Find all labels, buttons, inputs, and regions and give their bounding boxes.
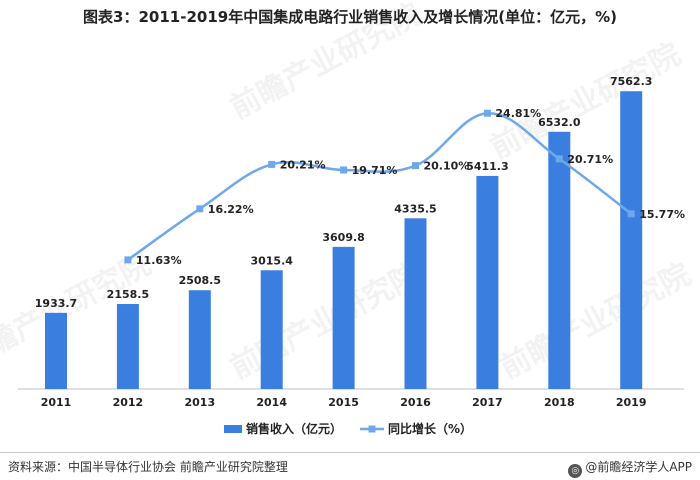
bar-value-label: 3609.8: [322, 231, 364, 244]
x-tick-label: 2012: [113, 396, 144, 409]
source-note: 资料来源：中国半导体行业协会 前瞻产业研究院整理: [8, 460, 288, 474]
x-tick-label: 2015: [328, 396, 359, 409]
legend-line-marker: [368, 425, 376, 433]
chart-title: 图表3：2011-2019年中国集成电路行业销售收入及增长情况(单位：亿元，%): [83, 8, 617, 26]
growth-line: [127, 111, 632, 261]
bar-value-label: 2158.5: [107, 288, 149, 301]
x-tick-label: 2014: [256, 396, 287, 409]
x-axis-tick-labels: 2011 2012 2013 2014 2015 2016 2017 2018 2019: [41, 396, 647, 409]
legend-bar-label: 销售收入（亿元）: [246, 421, 342, 436]
legend-line-label: 同比增长（%）: [388, 421, 472, 436]
bar: [404, 218, 427, 389]
line-value-label: 24.81%: [495, 107, 541, 120]
bar-value-label: 7562.3: [610, 75, 652, 88]
watermark-text: 前瞻产业研究院: [225, 0, 427, 126]
line-marker: [196, 205, 204, 213]
bar-value-label: 4335.5: [394, 202, 436, 215]
line-value-label: 20.10%: [424, 160, 470, 173]
line-value-labels: 11.63% 16.22% 20.21% 19.71% 20.10% 24.81% 20.7…: [136, 107, 685, 267]
line-value-label: 19.71%: [352, 164, 398, 177]
legend: 销售收入（亿元） 同比增长（%）: [224, 421, 472, 436]
bar: [548, 131, 571, 390]
x-tick-label: 2018: [544, 396, 575, 409]
line-value-label: 20.71%: [567, 153, 613, 166]
line-value-label: 11.63%: [136, 254, 182, 267]
line-marker: [412, 162, 419, 170]
bar-value-label: 2508.5: [179, 274, 221, 287]
bar: [620, 91, 643, 389]
bar-value-label: 3015.4: [250, 254, 293, 267]
line-marker: [340, 166, 348, 174]
watermark-text: 前瞻产业研究院: [225, 257, 427, 386]
line-marker: [268, 160, 276, 168]
bar-value-label: 1933.7: [35, 297, 77, 310]
line-marker: [124, 256, 132, 264]
bar: [45, 312, 67, 389]
bar-value-label: 6532.0: [538, 116, 581, 129]
bar-series: [45, 91, 643, 390]
footer-divider: [0, 452, 700, 453]
bar: [260, 270, 283, 389]
brand-logo-icon: ◎: [568, 464, 583, 478]
watermark-text: 前瞻产业研究院: [485, 37, 687, 166]
legend-bar-swatch: [224, 425, 242, 433]
brand-credit: ◎ @前瞻经济学人APP: [568, 458, 692, 478]
bar: [188, 290, 211, 389]
line-marker: [555, 155, 563, 163]
bar: [332, 246, 355, 389]
bar-value-labels: 1933.7 2158.5 2508.5 3015.4 3609.8 4335.5 5411…: [35, 75, 653, 310]
line-marker: [627, 210, 635, 218]
bar: [116, 304, 139, 389]
x-tick-label: 2019: [616, 396, 647, 409]
line-series: [124, 109, 635, 264]
watermark-text: 前瞻产业研究院: [495, 257, 697, 386]
x-tick-label: 2016: [400, 396, 431, 409]
x-tick-label: 2013: [184, 396, 215, 409]
line-value-label: 15.77%: [639, 208, 685, 221]
bar-value-label: 5411.3: [466, 160, 508, 173]
bar: [476, 175, 499, 389]
brand-text: @前瞻经济学人APP: [585, 460, 692, 474]
line-value-label: 16.22%: [208, 203, 254, 216]
line-value-label: 20.21%: [280, 158, 326, 171]
x-tick-label: 2011: [41, 396, 72, 409]
x-tick-label: 2017: [472, 396, 503, 409]
line-marker: [483, 109, 491, 117]
